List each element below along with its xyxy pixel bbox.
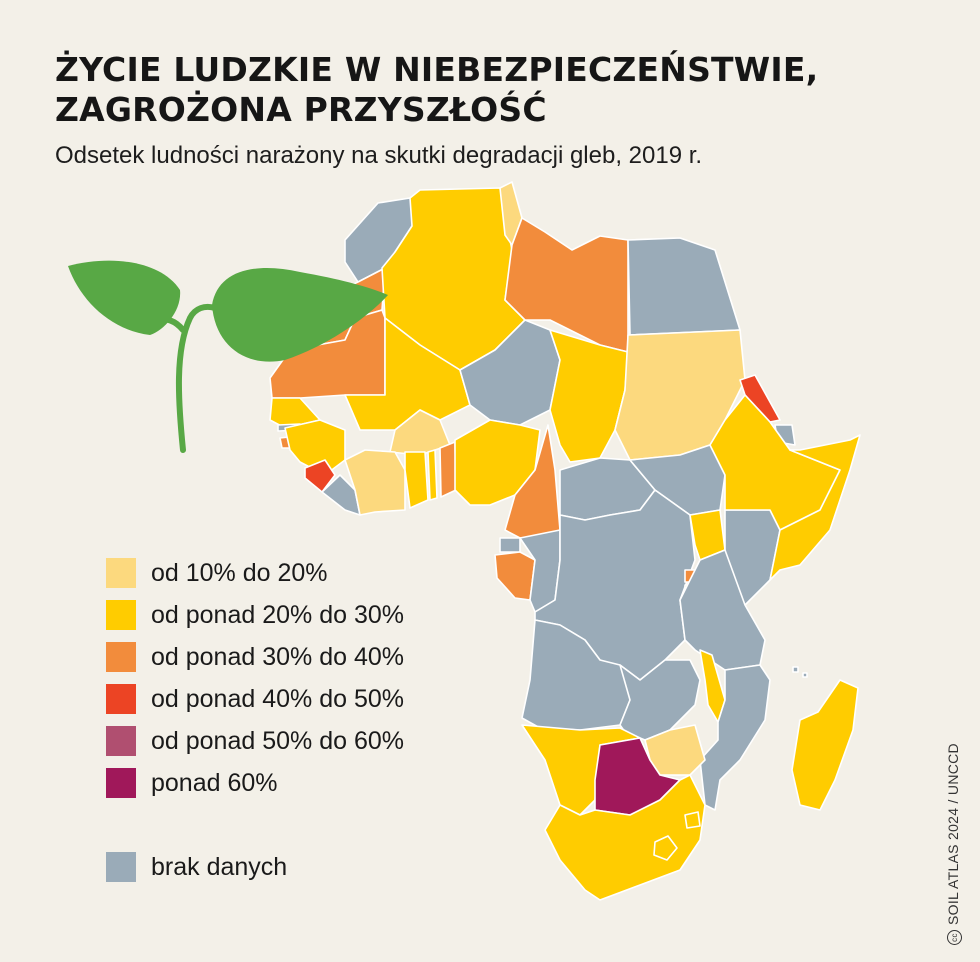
source-text: SOIL ATLAS 2024 / UNCCD <box>945 743 961 925</box>
region-mozambique <box>699 664 771 811</box>
legend-swatch-no-data <box>106 852 136 882</box>
legend-item: od ponad 30% do 40% <box>106 640 404 674</box>
title-line-2: ZAGROŻONA PRZYSZŁOŚĆ <box>55 90 547 129</box>
legend-label: od 10% do 20% <box>151 558 328 587</box>
region-comoros <box>792 666 799 673</box>
sprout-stem <box>175 303 218 453</box>
map-title: ŻYCIE LUDZKIE W NIEBEZPIECZEŃSTWIE, ZAGR… <box>55 50 855 130</box>
region-libya <box>504 217 629 353</box>
region-lesotho <box>653 835 678 861</box>
legend-swatch <box>106 768 136 798</box>
region-somalia <box>769 434 861 581</box>
region-ghana <box>404 451 429 509</box>
legend-item: od ponad 40% do 50% <box>106 682 404 716</box>
region-cote-divoire <box>344 449 406 516</box>
title-line-1: ŻYCIE LUDZKIE W NIEBEZPIECZEŃSTWIE, <box>55 50 819 89</box>
legend-label: od ponad 40% do 50% <box>151 684 404 713</box>
region-comoros-2 <box>802 672 808 678</box>
legend-label: od ponad 30% do 40% <box>151 642 404 671</box>
region-guinea <box>284 419 346 476</box>
region-ethiopia <box>709 394 841 531</box>
region-eritrea <box>739 374 781 423</box>
legend-swatch <box>106 726 136 756</box>
region-togo <box>427 449 438 501</box>
legend-swatch <box>106 600 136 630</box>
legend-label: ponad 60% <box>151 768 278 797</box>
region-chad <box>549 329 629 463</box>
legend-item: od ponad 20% do 30% <box>106 598 404 632</box>
legend-item-no-data: brak danych <box>106 850 287 884</box>
region-zambia <box>619 659 701 741</box>
map-subtitle: Odsetek ludności narażony na skutki degr… <box>55 142 703 169</box>
region-eswatini <box>684 811 701 829</box>
region-south-africa <box>544 774 706 901</box>
legend-label-no-data: brak danych <box>151 852 288 881</box>
legend-swatch <box>106 558 136 588</box>
leaf-left <box>68 260 181 335</box>
leaf-right <box>212 268 388 362</box>
cc-icon: cc <box>946 930 962 945</box>
region-sierra-leone <box>304 459 336 493</box>
region-benin <box>439 441 457 498</box>
legend-label: od ponad 20% do 30% <box>151 600 404 629</box>
legend-label: od ponad 50% do 60% <box>151 726 404 755</box>
region-egypt <box>627 237 741 336</box>
region-eq-guinea <box>499 537 521 553</box>
legend-item: od ponad 50% do 60% <box>106 724 404 758</box>
region-gabon <box>494 551 536 601</box>
legend-swatch <box>106 684 136 714</box>
region-madagascar <box>791 679 859 811</box>
source-credit: cc SOIL ATLAS 2024 / UNCCD <box>945 743 962 945</box>
legend-item: od 10% do 20% <box>106 556 328 590</box>
legend-item: ponad 60% <box>106 766 278 800</box>
legend-swatch <box>106 642 136 672</box>
sprout-illustration <box>68 260 388 453</box>
